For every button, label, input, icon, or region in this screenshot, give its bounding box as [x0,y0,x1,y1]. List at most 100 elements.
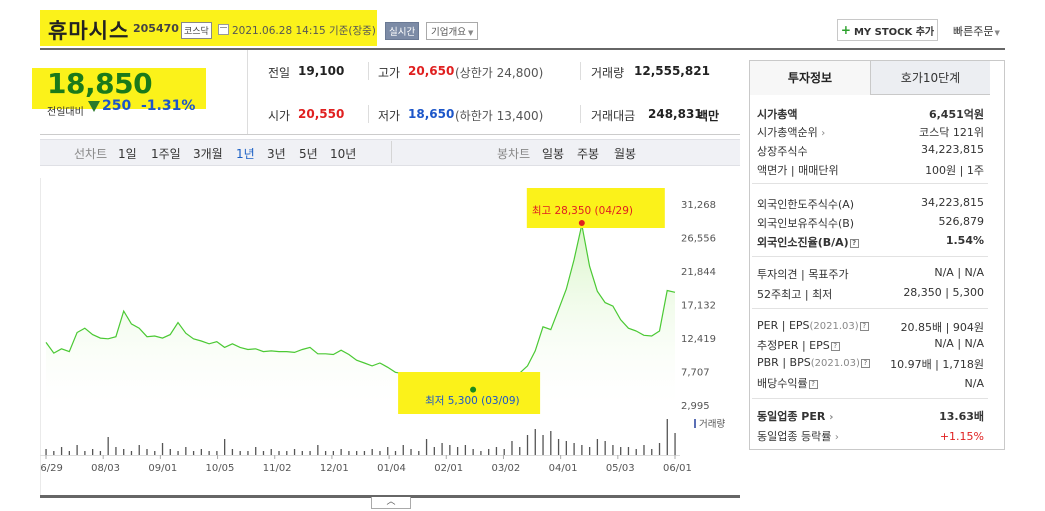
chevron-up-icon[interactable]: ︿ [371,497,411,509]
y-tick-label: 31,268 [681,200,716,211]
help-icon[interactable]: ? [860,358,870,368]
volume-bar [216,451,218,455]
quick-order-link[interactable]: 빠른주문▼ [953,23,1000,39]
prev-close-value: 19,100 [298,64,345,78]
candle-weekly[interactable]: 주봉 [577,147,600,161]
volume-bar [557,439,560,455]
company-info-dropdown[interactable]: 기업개요 ▼ [426,22,479,40]
foreign-hold-value: 526,879 [938,215,985,228]
open-value: 20,550 [298,107,345,121]
high-value: 20,650 [408,64,455,78]
pbr-label: PBR [757,356,779,369]
volume-bar [324,451,327,455]
volume-bar [208,451,210,455]
tab-invest-info[interactable]: 투자정보 [750,61,870,95]
foreign-limit-label: 외국인한도주식수(A) [757,198,855,211]
period-3m[interactable]: 3개월 [193,147,223,161]
volume-bar [519,447,521,455]
volume-bar [340,449,342,455]
volume-bar [192,451,195,455]
chart-bottom-border [40,495,740,498]
par-label: 액면가 [757,164,788,177]
quote-divider [368,62,369,80]
open-label: 시가 [268,109,291,123]
volume-bar [363,451,366,455]
market-cap-label: 시가총액 [757,108,798,121]
volume-bar [472,449,474,455]
per-year: (2021.03) [809,321,859,332]
quote-divider [580,62,581,80]
volume-bar [402,445,404,455]
volume-bar [60,447,63,455]
eps-label: EPS [788,319,810,332]
volume-bar [550,431,552,455]
volume-bar [565,441,567,455]
price-chart: 31,268 26,556 21,844 17,132 12,419 7,707 2,995… [40,188,725,474]
realtime-badge[interactable]: 실시간 [385,22,420,40]
volume-bar [76,445,78,455]
market-cap-rank-link[interactable]: 시가총액순위 › [757,124,825,140]
y-tick-label: 7,707 [681,368,710,379]
period-1w[interactable]: 1주일 [151,147,181,161]
high-marker [578,220,585,226]
period-5y[interactable]: 5년 [299,147,318,161]
volume-legend-swatch [694,419,696,428]
volume-bar [449,445,451,455]
tab-order-book[interactable]: 호가10단계 [870,61,990,95]
volume-bar [418,451,420,455]
per-label: PER [757,319,779,332]
quick-order-label: 빠른주문 [953,25,994,38]
panel-divider [752,256,988,257]
volume-bar [627,447,630,455]
chevron-right-icon: › [829,412,834,423]
volume-bar [262,451,265,455]
w52-value: 28,350 | 5,300 [903,286,984,299]
w52-label: 52주최고 | 최저 [757,288,833,301]
help-icon[interactable]: ? [808,379,818,389]
add-mystock-label: MY STOCK 추가 [853,26,935,38]
stock-name: 휴마시스 [48,19,130,43]
foreign-limit-value: 34,223,815 [921,196,984,209]
caret-down-icon: ▼ [467,29,474,37]
peer-rate-link[interactable]: 동일업종 등락률 › [757,428,839,444]
help-icon[interactable]: ? [830,341,840,351]
low-marker [470,386,477,393]
period-3y[interactable]: 3년 [267,147,286,161]
volume-bar [666,419,668,455]
volume-label: 거래량 [591,66,625,80]
plus-icon: + [840,23,851,37]
volume-bar [154,451,156,455]
volume-bar [138,445,140,455]
period-1y[interactable]: 1년 [236,147,255,161]
high-label: 고가 [378,66,401,80]
volume-bar [293,449,296,455]
x-tick-label: 08/03 [91,463,120,474]
volume-bar [503,449,505,455]
low-label: 저가 [378,109,401,123]
period-10y[interactable]: 10년 [330,147,357,161]
period-1d[interactable]: 1일 [118,147,137,161]
peer-per-link[interactable]: 동일업종 PER › [757,408,833,424]
volume-bar [441,443,443,455]
volume-bar [488,449,490,455]
change-value: 250 [102,98,132,114]
high-annotation-highlight [526,188,665,228]
candle-monthly[interactable]: 월봉 [614,147,637,161]
header-divider [40,48,1005,50]
volume-bar [185,447,187,455]
toolbar-divider [391,141,392,163]
y-tick-label: 21,844 [681,267,716,278]
volume-bar [643,445,645,455]
candle-daily[interactable]: 일봉 [542,147,565,161]
dividend-value: N/A [964,377,984,390]
per-eps-label: PER | EPS(2021.03)? [757,319,869,332]
add-mystock-button[interactable]: + MY STOCK 추가 [837,19,938,41]
volume-bar [425,439,428,455]
help-icon[interactable]: ? [849,238,859,248]
help-icon[interactable]: ? [859,321,869,331]
pbr-bps-label: PBR | BPS(2021.03)? [757,356,870,369]
volume-bar [270,449,272,455]
volume-bar [433,447,435,455]
price-divider [247,50,248,134]
foreign-ratio-label: 외국인소진율(B/A) [757,236,849,249]
